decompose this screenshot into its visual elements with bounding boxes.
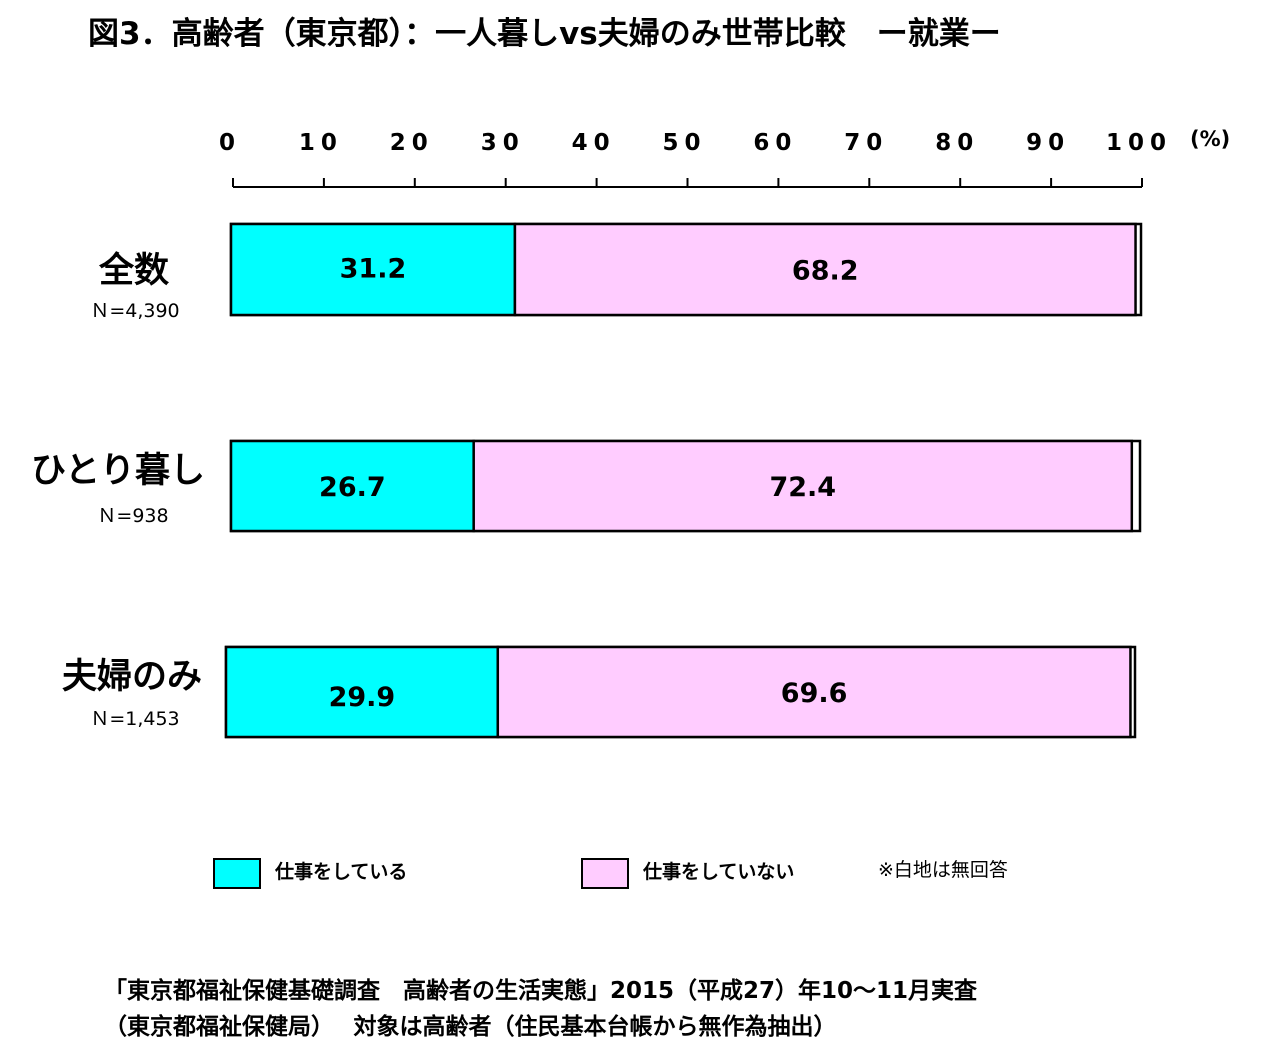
note-text: ※白地は無回答 [878,859,1008,881]
category-label: ひとり暮し [31,451,205,491]
x-tick-label: 30 [481,130,525,156]
bar-segment [229,222,517,317]
legend-item: 仕事をしていない [581,858,794,889]
bar-value-label: 68.2 [792,256,859,287]
source-line-2: （東京都福祉保健局） 対象は高齢者（住民基本台帳から無作為抽出） [104,1013,837,1040]
bar-value-label: 69.6 [781,678,848,709]
bar-row: 31.2 68.2 [229,222,1143,317]
legend-swatch [213,858,261,889]
category-n-label: Ｎ=938 [97,505,168,527]
bar-row: 26.7 72.4 [229,439,1142,533]
bar-segment [513,222,1137,317]
bar-row: 29.9 69.6 [224,645,1137,739]
x-tick-label: 100 [1106,130,1172,156]
legend-item: 仕事をしている [213,858,407,889]
bar-value-label: 29.9 [329,682,396,713]
bar-segment [229,439,475,533]
category-label: 夫婦のみ [62,657,202,697]
category-labels: 全数 Ｎ=4,390 ひとり暮し Ｎ=938 夫婦のみ Ｎ=1,453 [31,250,205,730]
chart-title: 図3．高齢者（東京都）：一人暮しvs夫婦のみ世帯比較 ー就業ー [88,16,1001,52]
legend-label: 仕事をしていない [642,860,794,883]
legend: 仕事をしている 仕事をしていない [213,858,794,889]
x-tick-label: 90 [1026,130,1070,156]
x-tick-label: 50 [662,130,706,156]
legend-swatch [581,858,629,889]
x-tick-label: 20 [390,130,434,156]
x-tick-label: 70 [844,130,888,156]
axis-unit-label: (%) [1190,127,1230,151]
bar-value-label: 72.4 [769,472,836,503]
x-tick-label: 0 [219,130,241,156]
x-tick-label: 80 [935,130,979,156]
source-line-1: 「東京都福祉保健基礎調査 高齢者の生活実態」2015（平成27）年10～11月実… [104,977,977,1004]
bar-segment [496,645,1132,739]
axis-ticks: 0 10 20 30 40 50 60 70 80 90 100 [219,130,1172,156]
bar-value-label: 31.2 [340,254,407,285]
x-tick-label: 60 [753,130,797,156]
bar-segment [472,439,1134,533]
x-tick-label: 10 [299,130,343,156]
x-tick-label: 40 [572,130,616,156]
category-n-label: Ｎ=1,453 [90,708,179,730]
category-n-label: Ｎ=4,390 [90,300,179,322]
bars: 31.2 68.2 26.7 72.4 29.9 69.6 [224,222,1143,739]
axis-line-group [232,178,1143,188]
bar-value-label: 26.7 [319,472,386,503]
legend-label: 仕事をしている [274,860,407,883]
category-label: 全数 [98,250,169,291]
